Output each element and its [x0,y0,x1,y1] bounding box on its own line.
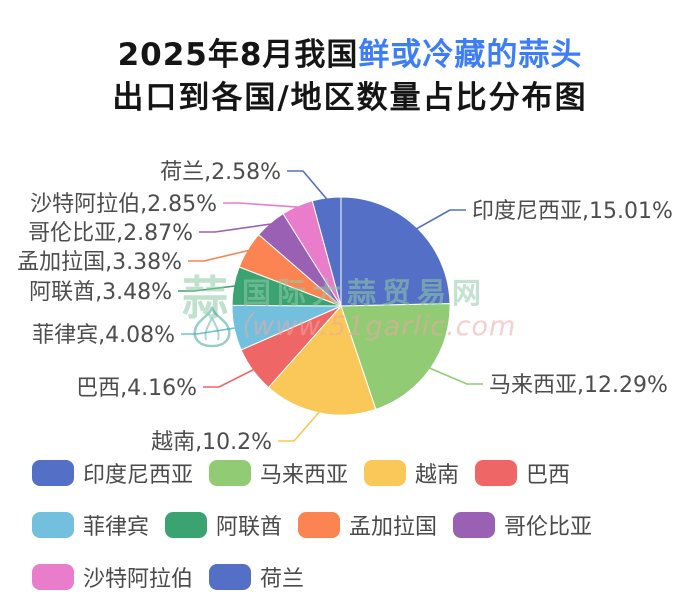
garlic-logo-icon: 蒜 [182,271,228,325]
legend-swatch-icon [32,512,74,538]
pie-slice-0[interactable] [340,196,451,307]
legend-item-6[interactable]: 孟加拉国 [298,509,437,541]
legend-label: 马来西亚 [260,463,349,488]
leader-line-0 [416,209,466,230]
leader-line-8 [223,202,298,208]
legend-item-8[interactable]: 沙特阿拉伯 [32,561,193,593]
chart-legend: 印度尼西亚 马来西亚 越南 巴西菲律宾 阿联酋 孟加拉国 哥伦比亚沙特阿拉伯 荷兰 [32,457,682,594]
legend-label: 哥伦比亚 [504,515,593,540]
legend-item-4[interactable]: 菲律宾 [32,509,149,541]
legend-row: 印度尼西亚 马来西亚 越南 巴西 [32,457,682,489]
legend-swatch-icon [32,460,74,486]
legend-swatch-icon [298,512,341,538]
legend-swatch-icon [32,564,74,590]
garlic-bulb-icon [193,306,231,348]
legend-swatch-icon [209,460,252,486]
leader-line-4 [181,327,236,335]
pie-label-1: 马来西亚,12.29% [489,373,668,398]
legend-label: 越南 [415,463,460,488]
legend-swatch-icon [165,512,208,538]
leader-line-2 [278,411,321,442]
legend-item-0[interactable]: 印度尼西亚 [32,457,193,489]
legend-row: 菲律宾 阿联酋 孟加拉国 哥伦比亚 [32,509,682,541]
pie-label-7: 哥伦比亚,2.87% [28,221,193,246]
legend-label: 孟加拉国 [349,515,438,540]
legend-item-2[interactable]: 越南 [364,457,459,489]
legend-swatch-icon [475,460,518,486]
title-line1-highlight: 鲜或冷藏的蒜头 [358,37,583,73]
leader-line-9 [287,170,328,200]
legend-label: 阿联酋 [216,515,283,540]
legend-swatch-icon [209,564,252,590]
pie-label-0: 印度尼西亚,15.01% [472,199,673,224]
legend-item-3[interactable]: 巴西 [475,457,570,489]
chart-title: 2025年8月我国鲜或冷藏的蒜头 出口到各国/地区数量占比分布图 [0,34,700,120]
legend-label: 印度尼西亚 [83,463,194,488]
legend-item-5[interactable]: 阿联酋 [165,509,282,541]
pie-label-3: 巴西,4.16% [76,376,197,401]
legend-item-9[interactable]: 荷兰 [209,561,304,593]
pie-label-9: 荷兰,2.58% [160,160,281,185]
leader-line-5 [178,285,235,292]
title-line1: 2025年8月我国鲜或冷藏的蒜头 [0,34,700,76]
legend-swatch-icon [364,460,407,486]
pie-label-4: 菲律宾,4.08% [32,323,175,348]
legend-label: 菲律宾 [83,515,150,540]
leader-line-1 [429,367,483,385]
leader-line-7 [199,223,271,233]
title-line2: 出口到各国/地区数量占比分布图 [112,80,588,116]
leader-line-3 [203,368,255,388]
pie-label-6: 孟加拉国,3.38% [17,250,182,275]
title-line1-black: 2025年8月我国 [117,37,359,73]
legend-row: 沙特阿拉伯 荷兰 [32,561,682,593]
pie-label-8: 沙特阿拉伯,2.85% [30,192,217,217]
legend-label: 荷兰 [260,567,305,592]
leader-line-6 [188,249,249,262]
legend-item-1[interactable]: 马来西亚 [209,457,348,489]
legend-item-7[interactable]: 哥伦比亚 [453,509,592,541]
pie-label-5: 阿联酋,3.48% [29,280,172,305]
legend-swatch-icon [453,512,496,538]
pie-label-2: 越南,10.2% [151,430,272,455]
legend-label: 沙特阿拉伯 [83,567,194,592]
legend-label: 巴西 [526,463,571,488]
